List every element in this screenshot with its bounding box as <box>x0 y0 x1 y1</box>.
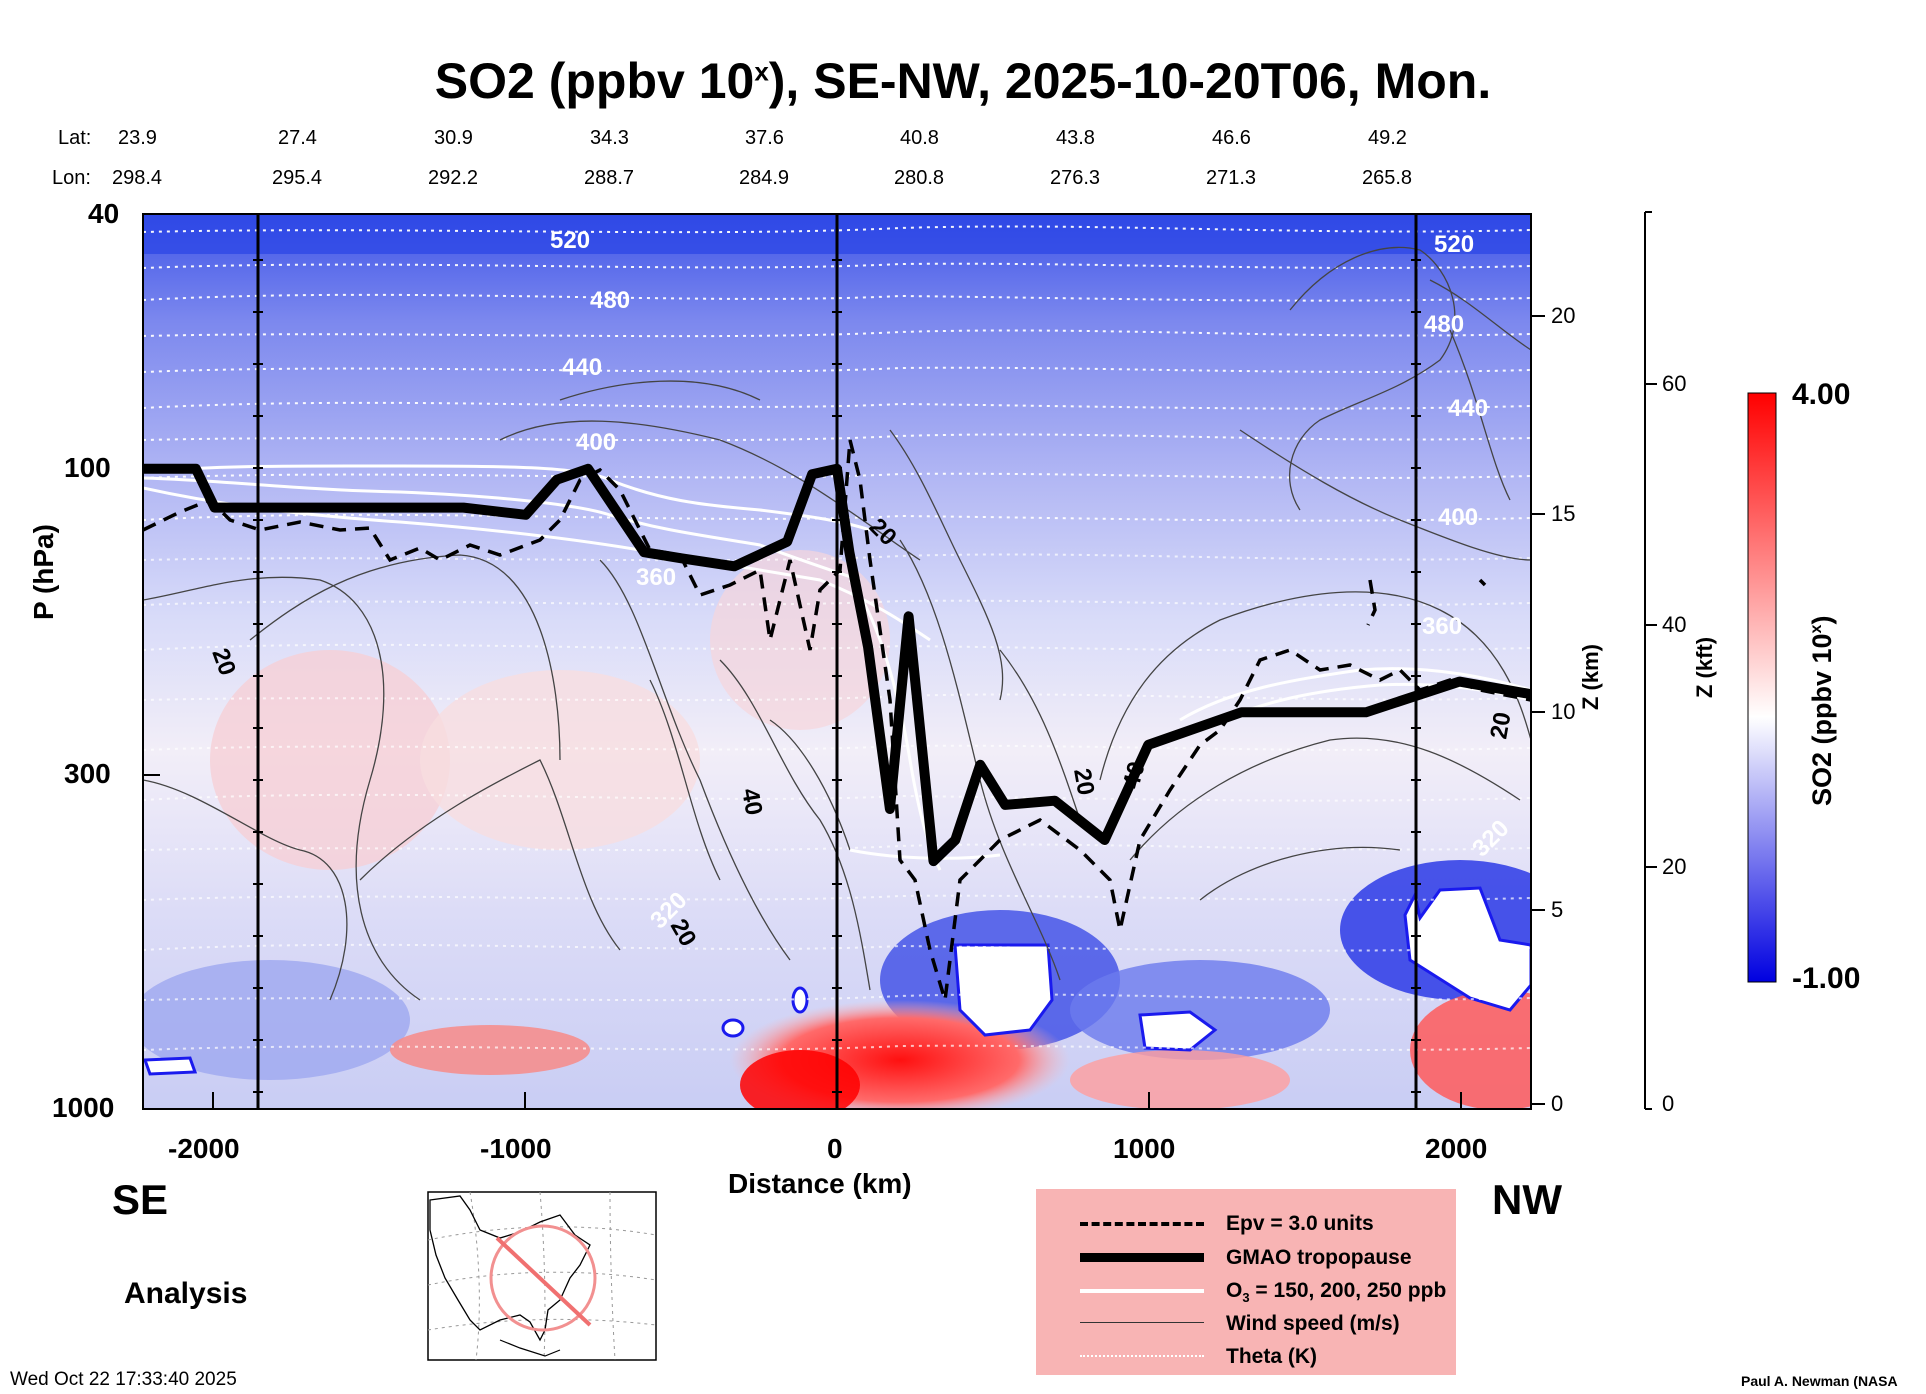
epv-line <box>143 439 1531 1001</box>
y-tick-300: 300 <box>64 758 111 789</box>
x-tick-m1000: -1000 <box>480 1133 552 1164</box>
lon-value: 298.4 <box>112 167 163 189</box>
zkm-tick-15: 15 <box>1551 501 1576 526</box>
lon-value: 295.4 <box>272 167 323 189</box>
zkm-tick-20: 20 <box>1551 303 1576 328</box>
x-axis-label: Distance (km) <box>728 1168 912 1199</box>
legend-wind: Wind speed (m/s) <box>1036 1309 1456 1341</box>
lat-value: 40.8 <box>900 127 939 149</box>
analysis-label: Analysis <box>124 1277 248 1310</box>
zkm-tick-10: 10 <box>1551 699 1576 724</box>
x-axis-ticks <box>212 1092 1462 1109</box>
zkft-tick-20: 20 <box>1662 854 1687 879</box>
gmao-tropopause-line <box>143 463 1531 867</box>
lon-value: 276.3 <box>1050 167 1101 189</box>
theta-label: 400 <box>576 429 616 456</box>
lon-label: Lon: <box>52 167 91 189</box>
wind-label: 20 <box>1485 710 1516 741</box>
wind-speed-contours <box>143 246 1531 1001</box>
x-tick-0: 0 <box>827 1133 843 1164</box>
lon-value: 271.3 <box>1206 167 1257 189</box>
z-km-label: Z (km) <box>1578 644 1603 710</box>
lat-value: 34.3 <box>590 127 629 149</box>
lat-value: 27.4 <box>278 127 317 149</box>
lat-value: 49.2 <box>1368 127 1407 149</box>
zkft-tick-0: 0 <box>1662 1091 1675 1116</box>
credit: Paul A. Newman (NASA <box>1741 1373 1898 1389</box>
x-tick-2000: 2000 <box>1425 1133 1488 1164</box>
y-tick-40: 40 <box>88 198 120 229</box>
lat-value: 43.8 <box>1056 127 1095 149</box>
lat-label: Lat: <box>58 127 92 149</box>
y-axis-ticks <box>143 468 160 776</box>
z-km-ticks <box>1531 315 1545 1105</box>
theta-label: 400 <box>1438 504 1478 531</box>
theta-label: 520 <box>550 227 590 254</box>
lat-value: 30.9 <box>434 127 473 149</box>
x-tick-m2000: -2000 <box>168 1133 240 1164</box>
lon-value: 292.2 <box>428 167 479 189</box>
legend-theta: Theta (K) <box>1036 1342 1456 1374</box>
zkft-tick-60: 60 <box>1662 371 1687 396</box>
zkft-tick-40: 40 <box>1662 612 1687 637</box>
colorbar-min: -1.00 <box>1792 962 1861 995</box>
theta-label: 360 <box>1422 613 1462 640</box>
theta-label: 480 <box>1424 311 1464 338</box>
lat-value: 46.6 <box>1212 127 1251 149</box>
z-kft-label: Z (kft) <box>1692 636 1717 698</box>
y-tick-1000: 1000 <box>52 1092 115 1123</box>
zkm-tick-5: 5 <box>1551 897 1564 922</box>
map-inset <box>427 1191 657 1361</box>
legend-ozone: O3 = 150, 200, 250 ppb <box>1036 1276 1456 1308</box>
lat-value: 37.6 <box>745 127 784 149</box>
lon-value: 265.8 <box>1362 167 1413 189</box>
theta-label: 520 <box>1434 231 1474 258</box>
chart-title: SO2 (ppbv 10x), SE-NW, 2025-10-20T06, Mo… <box>434 53 1492 109</box>
wind-label: 40 <box>736 786 767 817</box>
theta-label: 440 <box>562 354 602 381</box>
colorbar-label: SO2 (ppbv 10x) <box>1807 615 1837 806</box>
colorbar-max: 4.00 <box>1792 378 1851 411</box>
y-tick-100: 100 <box>64 452 111 483</box>
legend-epv: Epv = 3.0 units <box>1036 1209 1456 1241</box>
nw-label: NW <box>1492 1176 1562 1223</box>
wind-label: 20 <box>1068 766 1099 797</box>
legend: Epv = 3.0 units GMAO tropopause O3 = 150… <box>1036 1189 1456 1375</box>
lon-value: 280.8 <box>894 167 945 189</box>
zkm-tick-0: 0 <box>1551 1091 1564 1116</box>
lon-value: 284.9 <box>739 167 790 189</box>
y-axis-label: P (hPa) <box>28 524 59 620</box>
lon-value: 288.7 <box>584 167 635 189</box>
theta-label: 480 <box>590 287 630 314</box>
colorbar <box>1747 392 1777 983</box>
x-tick-1000: 1000 <box>1113 1133 1176 1164</box>
theta-label: 440 <box>1448 395 1488 422</box>
timestamp: Wed Oct 22 17:33:40 2025 <box>10 1369 237 1390</box>
theta-label: 360 <box>636 564 676 591</box>
lat-value: 23.9 <box>118 127 157 149</box>
legend-tropopause: GMAO tropopause <box>1036 1243 1456 1275</box>
se-label: SE <box>112 1176 169 1223</box>
z-kft-axis <box>1644 211 1657 1110</box>
